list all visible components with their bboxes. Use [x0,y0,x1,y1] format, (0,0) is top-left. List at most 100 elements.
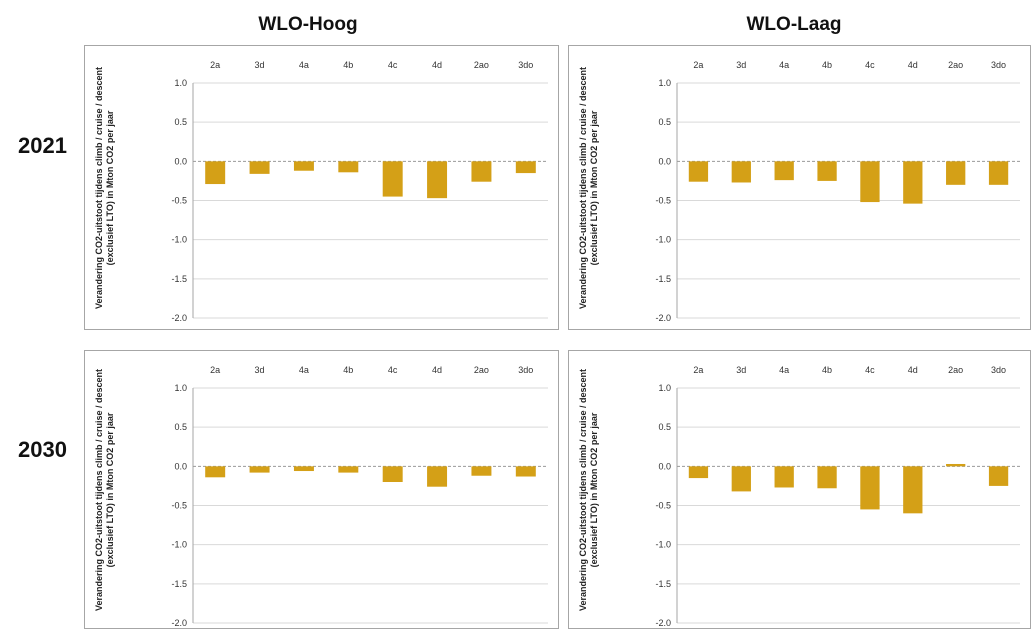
x-tick-label: 4a [299,365,309,375]
y-tick-label: -1.5 [171,274,187,284]
y-tick-label: -1.0 [655,235,671,245]
bar-2ao [946,463,966,467]
x-tick-label: 4a [299,60,309,70]
y-tick-label: 1.0 [174,78,187,88]
y-tick-label: 1.0 [174,383,187,393]
x-tick-label: 4d [908,60,918,70]
y-tick-label: 0.0 [658,461,671,471]
x-tick-label: 2a [210,60,220,70]
bar-2ao [946,161,966,185]
row-title-2030: 2030 [18,437,67,462]
bar-4c [860,466,880,510]
y-tick-label: 1.0 [658,383,671,393]
y-tick-label: 0.0 [174,461,187,471]
x-tick-label: 2ao [474,60,489,70]
x-tick-label: 4d [432,365,442,375]
x-tick-label: 2a [693,365,703,375]
chart-svg: 1.0 0.5 0.0 -0.5 -1.0 -1.5 -2.0 2a 3d 4a 4b 4c 4d 2ao… [655,60,1020,323]
bar-3do [515,161,536,174]
x-tick-label: 4c [388,365,398,375]
x-tick-label: 4c [388,60,398,70]
chart-svg: 1.0 0.5 0.0 -0.5 -1.0 -1.5 -2.0 2a 3d 4a 4b 4c 4d 2ao… [171,365,548,628]
y-tick-label: -1.5 [655,579,671,589]
bar-4b [338,161,359,173]
bar-4d [427,466,448,487]
x-tick-label: 3d [255,60,265,70]
bar-3d [731,466,751,492]
x-tick-label: 3d [736,365,746,375]
bar-3d [731,161,751,183]
x-tick-label: 2ao [948,60,963,70]
bar-4a [293,466,314,472]
x-tick-label: 2a [210,365,220,375]
bar-4c [382,161,403,197]
bar-3d [249,466,270,473]
chart-svg: 1.0 0.5 0.0 -0.5 -1.0 -1.5 -2.0 2a 3d 4a 4b 4c 4d 2ao… [171,60,548,323]
column-title-wlo-hoog: WLO-Hoog [258,14,358,35]
bar-3do [515,466,536,477]
chart-panel-laag-2030: Verandering CO2-uitstoot tijdens climb /… [568,350,1031,629]
y-tick-label: -1.0 [171,235,187,245]
bar-4b [338,466,359,473]
y-tick-label: -2.0 [171,618,187,628]
bar-3do [988,161,1009,185]
row-title-2021: 2021 [18,133,67,158]
y-tick-label: -1.0 [655,540,671,550]
y-tick-label: -2.0 [171,313,187,323]
bar-3d [249,161,270,174]
chart-panel-laag-2021: Verandering CO2-uitstoot tijdens climb /… [568,45,1031,330]
chart-panel-hoog-2030: Verandering CO2-uitstoot tijdens climb /… [84,350,559,629]
y-tick-label: -2.0 [655,313,671,323]
x-tick-label: 3d [255,365,265,375]
x-tick-label: 3do [518,365,533,375]
bar-2a [688,466,709,479]
x-tick-label: 3d [736,60,746,70]
y-tick-label: -1.5 [655,274,671,284]
bar-4c [860,161,880,203]
x-tick-label: 4b [343,60,353,70]
y-tick-label: -0.5 [171,196,187,206]
y-tick-label: 0.0 [658,156,671,166]
bar-4a [293,161,314,171]
x-tick-label: 4a [779,365,789,375]
y-tick-label: -0.5 [655,196,671,206]
x-tick-label: 4b [822,60,832,70]
x-tick-label: 2a [693,60,703,70]
chart-panel-hoog-2021: Verandering CO2-uitstoot tijdens climb /… [84,45,559,330]
x-tick-label: 3do [991,60,1006,70]
x-tick-label: 4b [343,365,353,375]
y-tick-label: 0.5 [658,117,671,127]
x-tick-label: 4a [779,60,789,70]
x-tick-label: 4c [865,60,875,70]
x-tick-label: 4d [908,365,918,375]
bar-3do [988,466,1009,486]
x-tick-label: 2ao [948,365,963,375]
bar-2ao [471,466,492,476]
x-tick-label: 4c [865,365,875,375]
chart-svg: 1.0 0.5 0.0 -0.5 -1.0 -1.5 -2.0 2a 3d 4a 4b 4c 4d 2ao… [655,365,1020,628]
bar-2ao [471,161,492,182]
bar-4a [774,466,794,488]
bar-4b [817,466,837,489]
bar-2a [205,466,226,478]
y-tick-label: 0.5 [658,422,671,432]
y-tick-label: -1.0 [171,540,187,550]
column-title-wlo-laag: WLO-Laag [746,14,842,35]
bar-4d [903,161,923,204]
bar-4d [903,466,923,514]
y-tick-label: -0.5 [171,501,187,511]
x-tick-label: 2ao [474,365,489,375]
y-tick-label: 1.0 [658,78,671,88]
x-tick-label: 3do [518,60,533,70]
bar-4b [817,161,837,181]
y-tick-label: 0.5 [174,422,187,432]
bar-2a [205,161,226,185]
x-tick-label: 4d [432,60,442,70]
y-tick-label: 0.0 [174,156,187,166]
y-tick-label: -1.5 [171,579,187,589]
bar-4d [427,161,448,199]
x-tick-label: 3do [991,365,1006,375]
x-tick-label: 4b [822,365,832,375]
bar-4a [774,161,794,181]
bar-2a [688,161,709,182]
